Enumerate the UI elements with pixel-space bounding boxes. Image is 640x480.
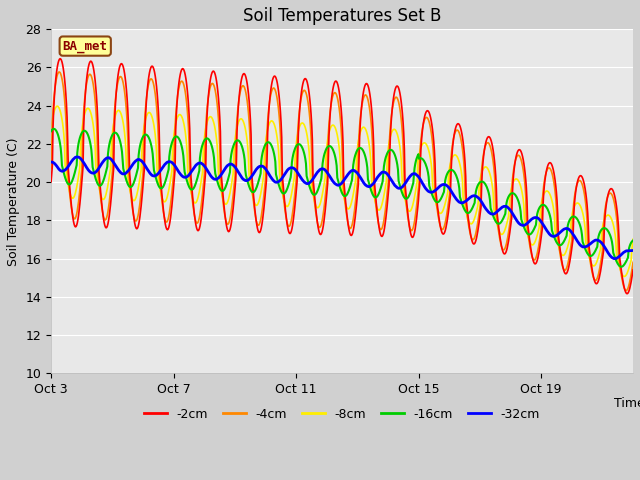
Text: BA_met: BA_met [63,39,108,53]
Legend: -2cm, -4cm, -8cm, -16cm, -32cm: -2cm, -4cm, -8cm, -16cm, -32cm [139,403,545,425]
Y-axis label: Soil Temperature (C): Soil Temperature (C) [7,137,20,265]
X-axis label: Time: Time [614,397,640,410]
Title: Soil Temperatures Set B: Soil Temperatures Set B [243,7,441,25]
